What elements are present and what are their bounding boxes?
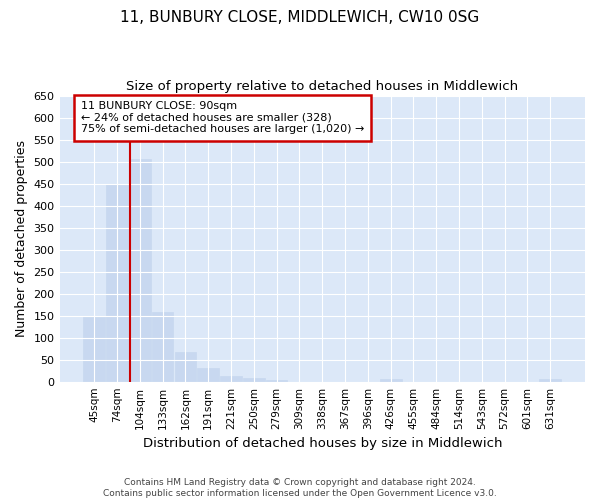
Bar [83, 316, 105, 382]
Bar [197, 368, 219, 382]
Bar [152, 312, 173, 382]
Title: Size of property relative to detached houses in Middlewich: Size of property relative to detached ho… [126, 80, 518, 93]
Bar [539, 379, 561, 382]
Bar [175, 352, 196, 382]
Text: 11, BUNBURY CLOSE, MIDDLEWICH, CW10 0SG: 11, BUNBURY CLOSE, MIDDLEWICH, CW10 0SG [121, 10, 479, 25]
Text: Contains HM Land Registry data © Crown copyright and database right 2024.
Contai: Contains HM Land Registry data © Crown c… [103, 478, 497, 498]
Text: 11 BUNBURY CLOSE: 90sqm
← 24% of detached houses are smaller (328)
75% of semi-d: 11 BUNBURY CLOSE: 90sqm ← 24% of detache… [80, 102, 364, 134]
Bar [129, 158, 151, 382]
Y-axis label: Number of detached properties: Number of detached properties [15, 140, 28, 337]
X-axis label: Distribution of detached houses by size in Middlewich: Distribution of detached houses by size … [143, 437, 502, 450]
Bar [380, 379, 401, 382]
Bar [243, 378, 265, 382]
Bar [106, 184, 128, 382]
Bar [220, 376, 242, 382]
Bar [266, 380, 287, 382]
